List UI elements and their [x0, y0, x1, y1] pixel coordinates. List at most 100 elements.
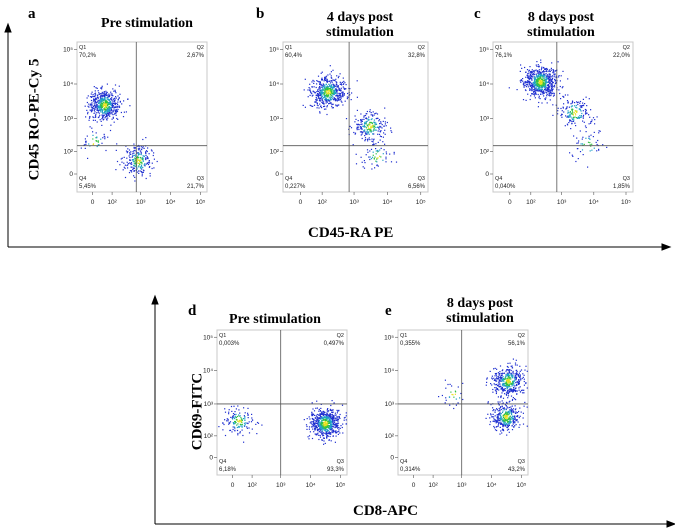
panel-b-event	[384, 121, 386, 123]
panel-d-event	[327, 421, 329, 423]
panel-c-event	[573, 111, 575, 113]
panel-b-event	[323, 96, 326, 98]
panel-d-event	[233, 416, 235, 418]
panel-e-event	[504, 389, 506, 392]
panel-d-event	[248, 432, 251, 434]
panel-a-event	[104, 101, 106, 103]
panel-a-event	[99, 100, 101, 102]
panel-c-event	[552, 81, 554, 83]
panel-b-event	[379, 135, 381, 137]
panel-b-event	[307, 89, 309, 91]
panel-b-event	[385, 158, 387, 160]
panel-b-event	[318, 107, 320, 109]
panel-b-event	[326, 78, 328, 80]
panel-d-event	[319, 416, 322, 418]
panel-e-event	[501, 377, 503, 379]
panel-a-x-tick: 10²	[107, 199, 117, 206]
panel-a-event	[132, 153, 134, 155]
panel-e-event	[511, 399, 513, 401]
panel-c-event	[569, 120, 571, 122]
panel-e-event	[505, 414, 507, 416]
panel-b-event	[369, 109, 371, 111]
panel-c-event	[570, 116, 572, 118]
panel-c-event	[541, 79, 543, 81]
panel-d-event	[318, 423, 320, 425]
panel-e-event	[498, 404, 500, 406]
panel-b-event	[317, 75, 320, 77]
panel-b-event	[331, 77, 333, 79]
panel-a-event	[109, 112, 111, 114]
panel-e-event	[502, 415, 504, 417]
panel-a-event	[113, 107, 115, 109]
panel-d-event	[236, 415, 238, 418]
panel-b-event	[376, 113, 379, 115]
panel-e-event	[499, 383, 501, 385]
panel-b-event	[374, 113, 376, 115]
panel-d-event	[311, 402, 313, 404]
panel-a-event	[95, 113, 97, 115]
panel-e-event	[506, 374, 508, 376]
panel-e-event	[509, 373, 511, 375]
panel-c-event	[529, 77, 532, 79]
panel-c-event	[577, 103, 579, 106]
panel-e-event	[502, 420, 504, 422]
panel-c-event	[547, 77, 549, 79]
panel-a-event	[94, 100, 97, 102]
panel-a-event	[140, 161, 142, 163]
panel-b-event	[369, 123, 371, 125]
panel-a-event	[94, 93, 96, 95]
panel-e-event	[499, 401, 501, 403]
panel-d-event	[338, 410, 340, 412]
panel-b-event	[370, 112, 372, 114]
panel-a-event	[108, 95, 110, 98]
panel-e-event	[501, 423, 503, 425]
panel-c-event	[544, 74, 546, 76]
panel-c-event	[539, 98, 541, 100]
panel-a-event	[142, 158, 144, 160]
panel-c-event	[544, 87, 546, 89]
panel-b-event	[329, 85, 331, 87]
panel-b-event	[317, 95, 319, 97]
panel-a-event	[101, 91, 103, 93]
panel-b-event	[360, 127, 362, 129]
panel-a-event	[111, 113, 113, 115]
panel-d-event	[330, 416, 332, 418]
panel-d-event	[236, 429, 239, 432]
panel-e-event	[525, 382, 527, 385]
panel-b-event	[342, 94, 344, 96]
panel-c-quadrant-value: 0,040%	[495, 184, 516, 190]
panel-d-events	[218, 400, 347, 445]
panel-a-event	[108, 94, 110, 96]
panel-c-event	[531, 87, 533, 89]
panel-b-event	[344, 88, 346, 90]
panel-c-event	[594, 119, 596, 121]
panel-a-event	[140, 168, 142, 170]
panel-c-event	[530, 82, 532, 84]
panel-b-event	[363, 126, 365, 128]
panel-d-event	[333, 421, 336, 423]
panel-a-event	[134, 159, 137, 161]
panel-c-event	[576, 137, 578, 139]
panel-c-event	[562, 70, 564, 72]
panel-b-event	[374, 121, 376, 123]
panel-b-event	[377, 133, 379, 135]
panel-c-event	[582, 114, 585, 116]
panel-a-event	[134, 154, 136, 156]
panel-b-event	[395, 161, 398, 163]
panel-a-event	[86, 101, 88, 104]
panel-c-y-tick: 10³	[480, 116, 490, 123]
panel-a-event	[119, 100, 121, 102]
panel-d-event	[308, 426, 311, 428]
panel-c-event	[550, 92, 552, 94]
panel-a-event	[116, 160, 119, 163]
panel-e-event	[507, 419, 509, 421]
panel-b-event	[337, 104, 339, 106]
panel-b-event	[326, 81, 328, 83]
panel-b-event	[378, 127, 380, 129]
panel-b-event	[356, 124, 359, 126]
panel-d-event	[227, 420, 229, 422]
panel-d-event	[326, 425, 328, 427]
panel-e-event	[511, 382, 514, 384]
panel-b-event	[337, 89, 339, 91]
panel-c-event	[549, 91, 551, 93]
